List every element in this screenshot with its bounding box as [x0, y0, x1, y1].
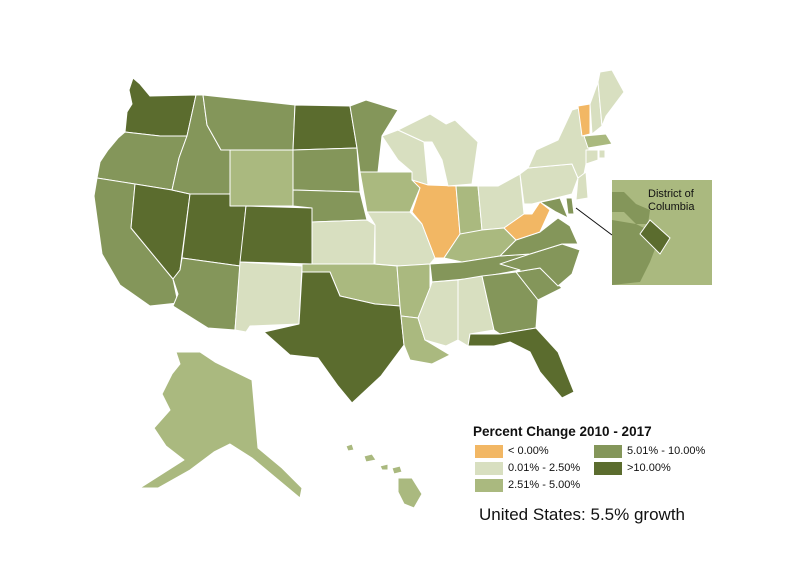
- legend-item-c1: 0.01% - 2.50%: [508, 462, 580, 474]
- state-TX: [263, 271, 405, 404]
- state-IN: [455, 185, 483, 239]
- dc-inset: [575, 180, 712, 285]
- state-NJ: [575, 171, 589, 201]
- state-VT: [577, 103, 591, 137]
- state-WV: [503, 201, 551, 241]
- legend-label-c1: 0.01% - 2.50%: [508, 462, 581, 474]
- state-IA: [359, 171, 421, 213]
- dc-label-line1: District of: [648, 188, 694, 200]
- state-IL: [411, 179, 461, 259]
- legend-label-c3: 5.01% - 10.00%: [627, 445, 706, 457]
- dc-label-line2: Columbia: [648, 201, 695, 213]
- inset-maryland: [612, 192, 650, 224]
- state-WA: [124, 77, 197, 137]
- state-MT: [202, 94, 296, 151]
- legend-swatch-c4: [594, 462, 622, 475]
- state-DC-inset: [639, 219, 671, 255]
- legend-swatch-c2: [475, 479, 503, 492]
- state-CT: [585, 149, 599, 165]
- legend-swatch-neg: [475, 445, 503, 458]
- state-AK: [139, 351, 303, 499]
- dc-inset-label: District of Columbia: [648, 188, 694, 214]
- state-RI: [598, 149, 606, 159]
- state-ME: [597, 69, 625, 127]
- legend-item-c4: >10.00%: [627, 462, 671, 474]
- state-MN: [349, 99, 399, 173]
- state-FL: [467, 327, 575, 399]
- state-AZ: [172, 257, 241, 331]
- state-ND: [292, 104, 358, 151]
- state-DE: [565, 197, 575, 215]
- state-MA: [583, 133, 613, 149]
- state-KS: [311, 219, 376, 265]
- legend-item-c3: 5.01% - 10.00%: [627, 445, 705, 457]
- legend-label-c4: >10.00%: [627, 462, 671, 474]
- state-CO: [239, 205, 313, 265]
- legend-label-neg: < 0.00%: [508, 445, 549, 457]
- legend-swatch-c1: [475, 462, 503, 475]
- state-HI: [345, 443, 423, 509]
- legend-label-c2: 2.51% - 5.00%: [508, 479, 581, 491]
- legend-swatch-c3: [594, 445, 622, 458]
- legend-item-c2: 2.51% - 5.00%: [508, 479, 580, 491]
- state-WY: [229, 149, 294, 207]
- inset-leader-line: [575, 207, 613, 236]
- legend-title: Percent Change 2010 - 2017: [473, 424, 652, 439]
- legend-item-neg: < 0.00%: [508, 445, 549, 457]
- state-NM: [234, 261, 303, 333]
- state-SD: [292, 147, 361, 193]
- state-MI: [397, 113, 479, 187]
- national-growth-summary: United States: 5.5% growth: [479, 505, 686, 524]
